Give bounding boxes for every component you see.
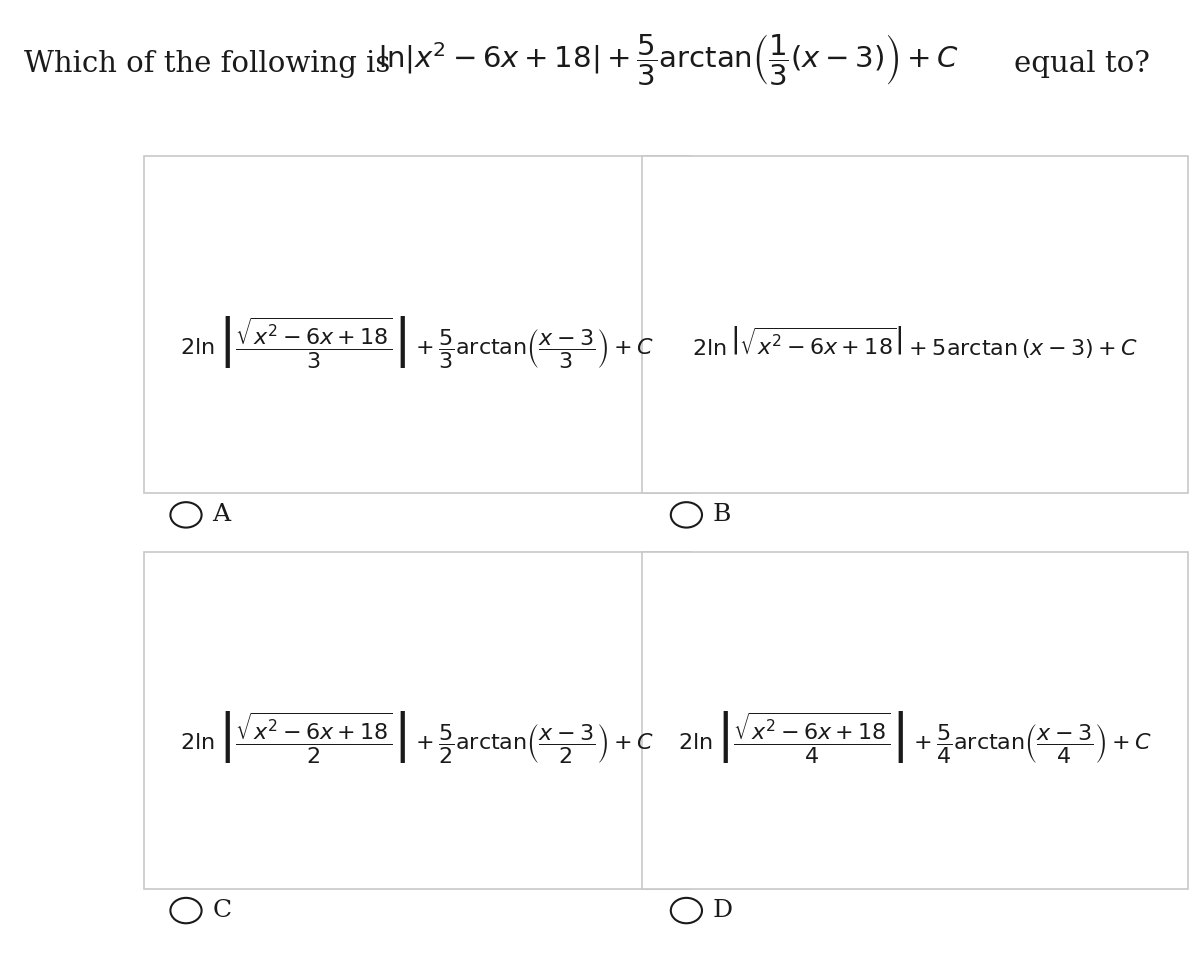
Text: C: C [212,899,232,922]
FancyBboxPatch shape [642,552,1188,889]
Text: $2\ln\left|\sqrt{x^2-6x+18}\right| + 5\arctan\left(x - 3\right) + C$: $2\ln\left|\sqrt{x^2-6x+18}\right| + 5\a… [692,323,1138,360]
Text: D: D [713,899,733,922]
Text: equal to?: equal to? [1014,50,1150,77]
Text: $2\ln\left|\dfrac{\sqrt{x^2-6x+18}}{3}\right| + \dfrac{5}{3}\arctan\!\left(\dfra: $2\ln\left|\dfrac{\sqrt{x^2-6x+18}}{3}\r… [180,314,654,369]
FancyBboxPatch shape [144,552,690,889]
Text: $\ln|x^2 - 6x + 18| + \dfrac{5}{3}\arctan\!\left(\dfrac{1}{3}(x - 3)\right) + C$: $\ln|x^2 - 6x + 18| + \dfrac{5}{3}\arcta… [378,33,959,88]
Text: $2\ln\left|\dfrac{\sqrt{x^2-6x+18}}{2}\right| + \dfrac{5}{2}\arctan\!\left(\dfra: $2\ln\left|\dfrac{\sqrt{x^2-6x+18}}{2}\r… [180,709,654,765]
Text: Which of the following is: Which of the following is [24,50,390,77]
Text: A: A [212,503,230,527]
Text: $2\ln\left|\dfrac{\sqrt{x^2-6x+18}}{4}\right| + \dfrac{5}{4}\arctan\!\left(\dfra: $2\ln\left|\dfrac{\sqrt{x^2-6x+18}}{4}\r… [678,709,1152,765]
Text: B: B [713,503,731,527]
FancyBboxPatch shape [144,156,690,493]
FancyBboxPatch shape [642,156,1188,493]
